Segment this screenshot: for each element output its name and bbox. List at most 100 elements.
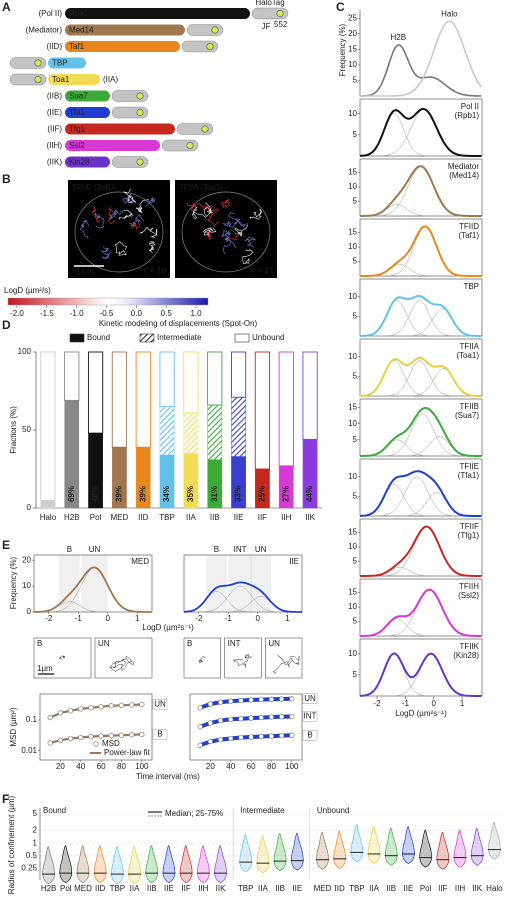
legend-label: Unbound	[252, 333, 284, 342]
trajectory	[202, 227, 217, 236]
y-tick-label: 10	[348, 242, 357, 251]
bar-unbound	[135, 351, 151, 448]
x-tick-label: IIH	[198, 884, 208, 893]
series-tag	[302, 711, 318, 722]
violin	[42, 846, 55, 885]
value-label: 35%	[186, 486, 195, 502]
y-tick-label: 5	[353, 557, 358, 566]
y-tick-label: 10	[348, 182, 357, 191]
panel-title: (Toa1)	[456, 351, 479, 360]
protein-bar	[65, 123, 175, 135]
y-tick-label: 15	[348, 588, 357, 597]
state-label: UN	[98, 639, 110, 648]
series-label: UN	[154, 700, 166, 709]
group-label: Unbound	[317, 806, 349, 815]
panel-label: A	[2, 0, 11, 14]
trajectory-box	[33, 637, 92, 679]
plot-frame	[39, 693, 153, 761]
msd-point	[57, 737, 64, 743]
image-title: TFIIA (Toa1)	[179, 183, 223, 192]
dye	[201, 125, 209, 133]
msd-point	[108, 732, 114, 739]
trajectory	[221, 230, 232, 241]
group-label: (Mediator)	[26, 26, 63, 35]
colorbar-tick-label: 0.0	[131, 309, 143, 318]
y-tick-label: 5	[353, 311, 358, 320]
x-tick-label: -1	[402, 699, 410, 708]
legend-label: MSD	[102, 739, 120, 748]
msd-point	[88, 705, 94, 711]
msd-point	[207, 738, 214, 745]
trajectory-box	[224, 637, 262, 679]
value-label: 39%	[138, 486, 147, 502]
bar-unbound	[254, 351, 271, 470]
panel-title: (Sua7)	[455, 411, 479, 420]
x-tick-label: IIE	[292, 884, 302, 893]
x-tick-label: MED	[74, 884, 92, 893]
violin	[419, 829, 432, 868]
bar-intermediate	[231, 397, 246, 457]
trajectory	[136, 199, 146, 214]
panel-title: TFIIB	[459, 402, 479, 411]
nucleus-outline	[181, 191, 271, 273]
trajectory	[272, 654, 300, 674]
plot-frame	[359, 278, 483, 337]
y-tick-label: 15	[348, 44, 357, 53]
trajectory	[223, 220, 238, 228]
trajectory	[123, 188, 137, 204]
panel-title: MED	[131, 557, 149, 566]
violin	[333, 831, 346, 869]
density-curve	[34, 566, 152, 613]
y-tick-label: 15	[348, 528, 357, 537]
x-tick-label: IID	[138, 513, 148, 522]
trajectory	[242, 249, 254, 264]
colorbar	[7, 297, 209, 306]
plot-frame	[189, 693, 303, 761]
msd-point	[98, 733, 104, 739]
msd-point	[88, 733, 94, 740]
state-label: UN	[268, 639, 280, 648]
x-tick-label: 100	[285, 762, 299, 771]
y-tick-label: 2	[33, 826, 38, 835]
x-tick-label: 20	[206, 762, 215, 771]
violin	[76, 845, 90, 884]
series-label: H2B	[391, 33, 407, 42]
group-label: (Pol II)	[38, 9, 62, 18]
y-tick-label: 5	[353, 257, 358, 266]
value-label: 48%	[91, 486, 100, 502]
violin	[59, 845, 73, 884]
value-label: 69%	[67, 486, 76, 502]
msd-point	[118, 732, 125, 738]
x-tick-label: IIK	[472, 884, 482, 893]
protein-name: Ssl2	[69, 141, 85, 150]
x-tick-label: 40	[226, 762, 235, 771]
state-band	[59, 555, 80, 612]
density-curve	[360, 525, 482, 577]
state-band	[81, 555, 108, 612]
panel-title: (Taf1)	[459, 231, 480, 240]
trajectory	[233, 653, 253, 668]
legend-label: Power-law fit	[104, 748, 151, 757]
group-label: Intermediate	[240, 806, 285, 815]
y-tick-label: 10	[348, 352, 357, 361]
msd-point	[268, 696, 275, 702]
x-tick-label: IIB	[275, 884, 285, 893]
state-label: B	[67, 545, 72, 554]
x-tick-label: IID	[95, 884, 105, 893]
x-tick-label: Pol	[60, 884, 72, 893]
msd-point	[67, 708, 74, 714]
group-label: (IIE)	[47, 108, 62, 117]
x-tick-label: IIE	[234, 513, 244, 522]
protein-name: TBP	[52, 59, 68, 68]
msd-point	[278, 696, 285, 702]
x-tick-label: 80	[267, 762, 276, 771]
y-axis-label: Frequency (%)	[338, 23, 347, 76]
state-label: B	[187, 639, 192, 648]
panel-title: TFIIK	[459, 642, 479, 651]
state-label: B	[37, 639, 42, 648]
y-tick-label: 10	[22, 581, 31, 590]
state-label: B	[214, 545, 219, 554]
y-tick-label: 5	[353, 435, 358, 444]
density-curve	[360, 407, 482, 457]
x-tick-label: -2	[45, 614, 53, 623]
